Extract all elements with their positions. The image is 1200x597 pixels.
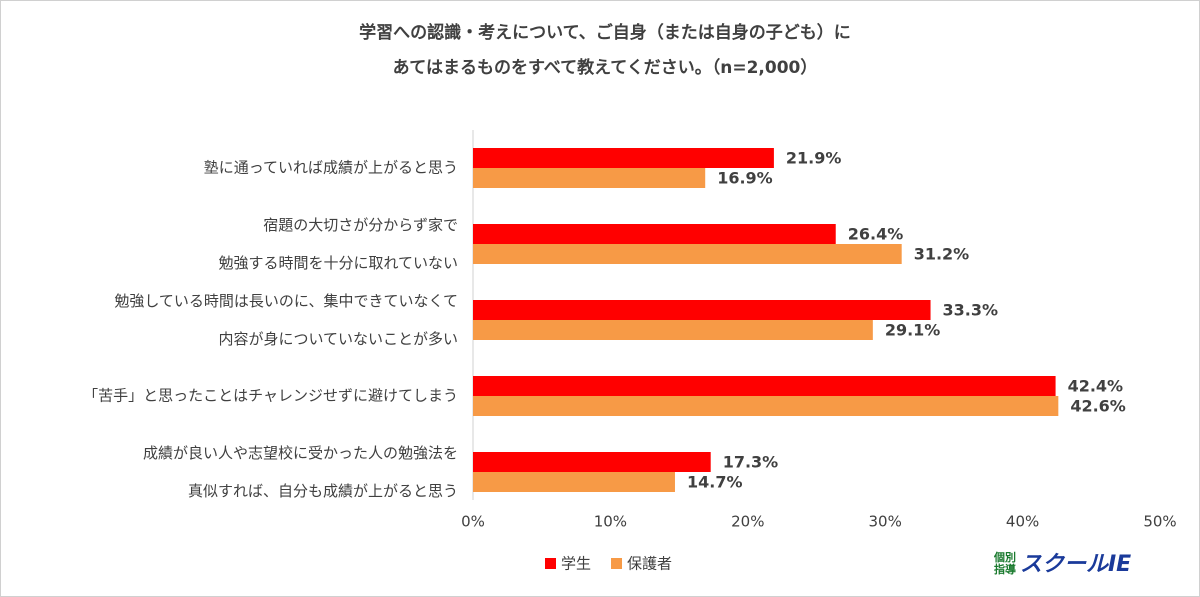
bar [473,300,931,320]
legend-swatch [545,558,556,569]
logo-top: 個別指導 [993,550,1016,576]
bar [473,148,774,168]
value-label: 14.7% [687,473,743,492]
x-tick-label: 50% [1143,513,1176,531]
bar [473,452,711,472]
y-tick-label: 塾に通っていれば成績が上がると思う [204,159,458,177]
value-label: 42.6% [1070,397,1126,416]
bar [473,244,902,264]
value-label: 26.4% [848,225,904,244]
legend-label: 学生 [561,555,591,573]
bar [473,396,1059,416]
bar [473,376,1056,396]
y-tick-label: 勉強している時間は長いのに、集中できていなくて内容が身についていないことが多い [114,292,458,348]
bar [473,224,836,244]
value-label: 29.1% [885,321,941,340]
x-tick-label: 40% [1006,513,1039,531]
x-tick-label: 20% [731,513,764,531]
x-tick-label: 0% [461,513,485,531]
legend-swatch [611,558,623,569]
value-label: 42.4% [1068,377,1124,396]
chart-title: 学習への認識・考えについて、ご自身（または自身の子ども）にあてはまるものをすべて… [359,22,851,78]
bar [473,472,675,492]
bar [473,168,706,188]
value-label: 33.3% [943,301,999,320]
value-label: 16.9% [717,169,773,188]
value-label: 31.2% [914,245,970,264]
logo-main: スクールIE [1020,552,1131,577]
legend-label: 保護者 [627,555,672,573]
x-tick-label: 10% [594,513,627,531]
y-tick-label: 成績が良い人や志望校に受かった人の勉強法を真似すれば、自分も成績が上がると思う [143,444,458,500]
x-tick-label: 30% [869,513,902,531]
bar [473,320,873,340]
y-tick-label: 宿題の大切さが分からず家で勉強する時間を十分に取れていない [218,216,458,272]
value-label: 21.9% [786,149,842,168]
value-label: 17.3% [723,453,779,472]
y-tick-label: 「苦手」と思ったことはチャレンジせずに避けてしまう [83,387,458,405]
